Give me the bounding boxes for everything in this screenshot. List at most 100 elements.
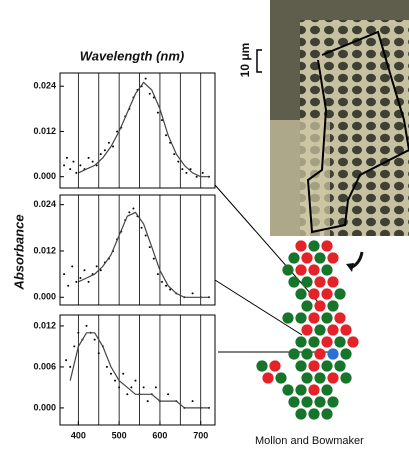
x-axis-label: Wavelength (nm): [80, 48, 185, 63]
cone: [327, 372, 338, 383]
cone: [295, 360, 306, 371]
cone: [269, 360, 280, 371]
cone: [334, 288, 345, 299]
cone: [327, 300, 338, 311]
data-point: [173, 153, 175, 155]
y-tick-label: 0.012: [33, 320, 56, 330]
data-point: [66, 157, 68, 159]
cone: [321, 240, 332, 251]
data-point: [73, 345, 75, 347]
data-point: [100, 153, 102, 155]
cone: [314, 252, 325, 263]
panel: 0.000 0.012 0.024: [33, 195, 215, 305]
y-tick-label: 0.012: [33, 126, 56, 136]
data-point: [110, 373, 112, 375]
data-point: [67, 285, 69, 287]
cone: [340, 348, 351, 359]
y-tick-label: 0.006: [33, 361, 56, 371]
cone: [288, 396, 299, 407]
data-point: [126, 393, 128, 395]
arrow-head: [346, 263, 354, 272]
data-point: [143, 386, 145, 388]
data-point: [177, 161, 179, 163]
cone: [288, 348, 299, 359]
y-tick-label: 0.012: [33, 245, 56, 255]
cone: [321, 336, 332, 347]
cone: [295, 336, 306, 347]
data-point: [132, 208, 134, 210]
data-point: [155, 386, 157, 388]
cone: [275, 372, 286, 383]
cone: [314, 300, 325, 311]
cone: [282, 312, 293, 323]
cone: [334, 336, 345, 347]
data-point: [118, 386, 120, 388]
cone: [301, 348, 312, 359]
cone: [321, 264, 332, 275]
cone: [301, 300, 312, 311]
cone: [327, 252, 338, 263]
cone: [295, 264, 306, 275]
cone: [308, 384, 319, 395]
data-point: [65, 359, 67, 361]
panel-frame: [60, 195, 215, 305]
scale-bar: [257, 50, 262, 72]
data-point: [141, 227, 143, 229]
cone-mosaic: [256, 240, 358, 419]
data-point: [185, 172, 187, 174]
data-point: [157, 273, 159, 275]
y-tick-label: 0.000: [33, 402, 56, 412]
cone: [301, 396, 312, 407]
credit: Mollon and Bowmaker: [255, 435, 364, 447]
cone: [308, 312, 319, 323]
cone: [321, 312, 332, 323]
cone: [308, 360, 319, 371]
data-point: [165, 134, 167, 136]
data-point: [149, 93, 151, 95]
data-point: [161, 281, 163, 283]
cone: [308, 240, 319, 251]
cone: [314, 324, 325, 335]
data-point: [77, 332, 79, 334]
cone: [321, 360, 332, 371]
y-tick-label: 0.000: [33, 171, 56, 181]
data-point: [181, 168, 183, 170]
cone: [301, 324, 312, 335]
cone: [327, 324, 338, 335]
data-point: [92, 161, 94, 163]
data-point: [147, 400, 149, 402]
x-tick-label: 400: [71, 430, 86, 440]
x-tick-label: 700: [193, 430, 208, 440]
cone: [334, 312, 345, 323]
cone: [308, 288, 319, 299]
data-point: [69, 366, 71, 368]
cone: [347, 336, 358, 347]
data-point: [167, 393, 169, 395]
data-point: [108, 142, 110, 144]
data-point: [112, 146, 114, 148]
data-point: [192, 292, 194, 294]
data-point: [145, 235, 147, 237]
data-point: [196, 176, 198, 178]
cone: [321, 408, 332, 419]
cone: [340, 372, 351, 383]
data-point: [134, 380, 136, 382]
y-axis-label: Absorbance: [11, 214, 26, 290]
figure: 10 μm Wavelength (nm) Absorbance Mollon …: [0, 0, 409, 452]
cone: [256, 360, 267, 371]
y-tick-label: 0.024: [33, 199, 56, 209]
cone: [295, 240, 306, 251]
data-point: [75, 281, 77, 283]
cone: [308, 408, 319, 419]
data-point: [86, 325, 88, 327]
data-point: [79, 277, 81, 279]
scale-label: 10 μm: [238, 43, 252, 78]
data-point: [192, 400, 194, 402]
data-point: [94, 339, 96, 341]
data-point: [83, 269, 85, 271]
cone: [295, 408, 306, 419]
y-tick-label: 0.000: [33, 292, 56, 302]
data-point: [202, 172, 204, 174]
